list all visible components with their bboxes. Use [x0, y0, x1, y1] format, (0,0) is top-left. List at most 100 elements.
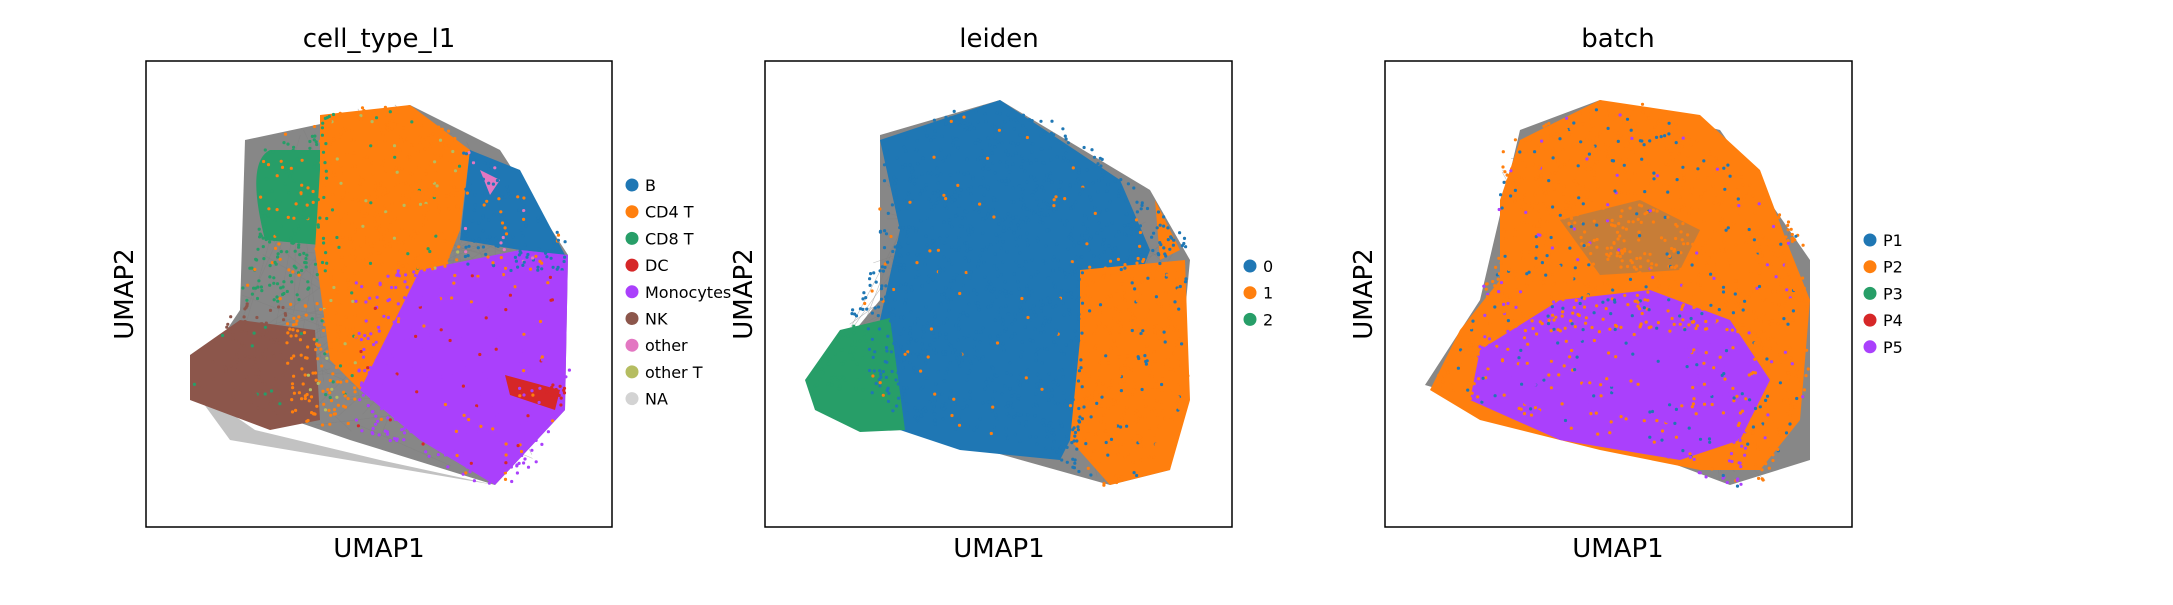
cell-point	[1764, 423, 1767, 426]
cell-point	[358, 210, 361, 213]
cell-point	[528, 280, 531, 283]
cell-point	[859, 307, 862, 310]
cell-point	[312, 190, 315, 193]
cell-point	[1593, 220, 1596, 223]
cell-point	[1149, 269, 1152, 272]
cell-point	[308, 140, 311, 143]
cell-point	[1553, 188, 1556, 191]
cell-point	[1141, 350, 1144, 353]
cell-point	[438, 210, 441, 213]
cell-point	[1570, 217, 1573, 220]
cell-point	[518, 387, 521, 390]
cell-point	[997, 217, 1000, 220]
cell-point	[465, 307, 468, 310]
cell-point	[330, 399, 333, 402]
cell-point	[349, 138, 352, 141]
cell-point	[1493, 305, 1496, 308]
cell-point	[322, 196, 325, 199]
cell-point	[1661, 447, 1664, 450]
cell-point	[432, 357, 435, 360]
cell-point	[501, 289, 504, 292]
cell-point	[1748, 331, 1751, 334]
cell-point	[1145, 345, 1148, 348]
legend-label: 2	[1263, 310, 1273, 329]
cell-point	[815, 384, 818, 387]
cell-point	[1505, 400, 1508, 403]
cell-point	[1583, 244, 1586, 247]
cell-point	[1113, 423, 1116, 426]
cell-point	[1503, 310, 1506, 313]
cell-point	[1002, 226, 1005, 229]
cell-point	[1768, 367, 1771, 370]
cell-point	[1574, 266, 1577, 269]
cell-point	[1110, 347, 1113, 350]
cell-point	[1451, 348, 1454, 351]
cell-point	[1044, 262, 1047, 265]
cell-point	[1722, 167, 1725, 170]
cell-point	[1500, 385, 1503, 388]
cell-point	[1503, 394, 1506, 397]
cell-point	[1514, 138, 1517, 141]
cell-point	[1119, 178, 1122, 181]
cell-point	[433, 275, 436, 278]
cell-point	[1111, 379, 1114, 382]
cell-point	[1713, 230, 1716, 233]
cell-point	[463, 414, 466, 417]
cell-point	[353, 247, 356, 250]
cell-point	[1734, 279, 1737, 282]
cell-point	[549, 366, 552, 369]
cell-point	[1630, 129, 1633, 132]
cell-point	[1712, 277, 1715, 280]
cell-point	[285, 250, 288, 253]
cell-point	[996, 275, 999, 278]
cell-point	[1712, 201, 1715, 204]
cell-point	[354, 259, 357, 262]
cell-point	[883, 246, 886, 249]
cell-point	[362, 258, 365, 261]
cell-point	[1696, 282, 1699, 285]
cell-point	[1468, 338, 1471, 341]
cell-point	[938, 236, 941, 239]
cell-point	[426, 292, 429, 295]
cell-point	[1729, 369, 1732, 372]
cell-point	[924, 256, 927, 259]
cell-point	[1534, 266, 1537, 269]
cell-point	[853, 353, 856, 356]
cell-point	[999, 112, 1002, 115]
cell-point	[1652, 445, 1655, 448]
cell-point	[1007, 312, 1010, 315]
cell-point	[422, 395, 425, 398]
cell-point	[1773, 271, 1776, 274]
cell-point	[1630, 148, 1633, 151]
cell-point	[1040, 306, 1043, 309]
cell-point	[534, 255, 537, 258]
x-axis-label: UMAP1	[333, 534, 424, 564]
cell-point	[880, 284, 883, 287]
cell-point	[1573, 306, 1576, 309]
cell-point	[1077, 313, 1080, 316]
cell-point	[1619, 113, 1622, 116]
cell-point	[365, 389, 368, 392]
cell-point	[970, 186, 973, 189]
cell-point	[308, 147, 311, 150]
cell-point	[282, 285, 285, 288]
cell-point	[294, 266, 297, 269]
cell-point	[987, 305, 990, 308]
cell-point	[1130, 227, 1133, 230]
cell-point	[315, 405, 318, 408]
cell-point	[1518, 150, 1521, 153]
cell-point	[1026, 136, 1029, 139]
cell-point	[851, 308, 854, 311]
cell-point	[1118, 386, 1121, 389]
cell-point	[322, 151, 325, 154]
cell-point	[1641, 131, 1644, 134]
cell-point	[1153, 350, 1156, 353]
cell-point	[1701, 308, 1704, 311]
cell-point	[1747, 222, 1750, 225]
cell-point	[323, 309, 326, 312]
cell-point	[418, 333, 421, 336]
cell-point	[942, 407, 945, 410]
cell-point	[1512, 181, 1515, 184]
cell-point	[1770, 416, 1773, 419]
cell-point	[473, 479, 476, 482]
